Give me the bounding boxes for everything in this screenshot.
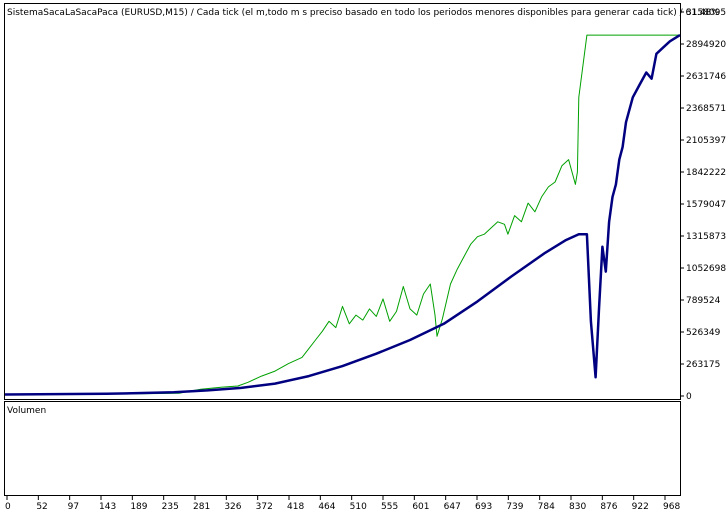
x-tick-label: 326 <box>224 502 241 512</box>
chart-frame <box>4 3 681 496</box>
y-tick-label: 2894920 <box>686 40 726 50</box>
volume-panel-label: Volumen <box>7 406 46 416</box>
x-tick-label: 601 <box>412 502 429 512</box>
x-tick-label: 52 <box>36 502 47 512</box>
equity-line <box>4 34 681 396</box>
x-tick-label: 372 <box>256 502 273 512</box>
y-axis: 3158095 2894920 2631746 2368571 2105397 18422… <box>680 8 726 402</box>
y-tick-label: 789524 <box>686 296 721 306</box>
y-tick-label: 526349 <box>686 328 721 338</box>
chart-title: SistemaSacaLaSacaPaca (EURUSD,M15) / Cad… <box>7 8 720 18</box>
x-tick-label: 647 <box>444 502 461 512</box>
y-tick-label: 1315873 <box>686 232 726 242</box>
x-tick-label: 281 <box>193 502 210 512</box>
x-axis: 0 52 97 143 189 235 281 326 372 418 464 510 555 601 64… <box>5 496 680 512</box>
x-tick-label: 0 <box>5 502 11 512</box>
x-tick-label: 235 <box>162 502 179 512</box>
x-tick-label: 784 <box>538 502 555 512</box>
x-tick-label: 189 <box>130 502 147 512</box>
x-tick-label: 693 <box>475 502 492 512</box>
y-tick-label: 3158095 <box>686 8 726 18</box>
x-tick-label: 143 <box>99 502 116 512</box>
y-tick-label: 0 <box>686 392 692 402</box>
x-tick-label: 830 <box>569 502 586 512</box>
main-panel-border <box>4 3 681 400</box>
x-tick-label: 97 <box>68 502 79 512</box>
x-tick-label: 555 <box>381 502 398 512</box>
y-tick-label: 263175 <box>686 360 720 370</box>
y-tick-label: 1052698 <box>686 264 726 274</box>
y-tick-label: 2105397 <box>686 136 726 146</box>
x-tick-label: 464 <box>318 502 335 512</box>
x-tick-label: 876 <box>600 502 617 512</box>
x-tick-label: 922 <box>632 502 649 512</box>
series-group <box>4 34 681 396</box>
x-tick-label: 968 <box>663 502 680 512</box>
balance-line <box>4 34 680 395</box>
x-tick-label: 418 <box>287 502 304 512</box>
x-tick-label: 510 <box>350 502 367 512</box>
y-tick-label: 1579047 <box>686 200 726 210</box>
y-tick-label: 2631746 <box>686 72 726 82</box>
x-tick-label: 739 <box>506 502 523 512</box>
volume-panel-border <box>4 401 681 496</box>
y-tick-label: 2368571 <box>686 104 726 114</box>
y-tick-label: 1842222 <box>686 168 726 178</box>
